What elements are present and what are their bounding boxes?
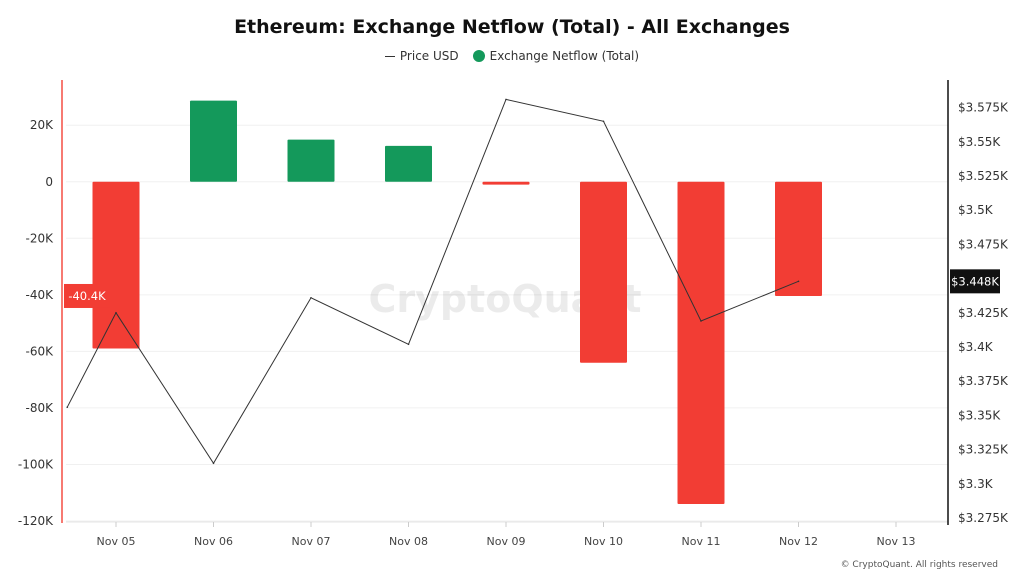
left-axis-tick-label: -40K — [26, 288, 55, 302]
legend-item-netflow[interactable]: Exchange Netflow (Total) — [472, 49, 640, 63]
legend-item-price[interactable]: Price USD — [384, 49, 459, 63]
netflow-bar — [287, 139, 335, 182]
price-point — [505, 98, 507, 101]
left-axis-tick-label: 20K — [30, 118, 54, 132]
left-axis-tick-label: -120K — [18, 514, 54, 528]
x-axis-tick-label: Nov 12 — [779, 535, 818, 548]
right-axis-tick-label: $3.475K — [958, 237, 1009, 251]
netflow-bar — [580, 181, 627, 363]
price-point — [602, 120, 605, 123]
current-netflow-label: -40.4K — [68, 289, 106, 303]
current-price-label: $3.448K — [951, 274, 999, 288]
x-axis-tick-label: Nov 05 — [97, 535, 136, 548]
price-point — [115, 312, 117, 314]
right-axis-tick-label: $3.275K — [958, 511, 1009, 525]
current-price-badge — [950, 269, 1000, 294]
legend: Price USD Exchange Netflow (Total) — [0, 49, 1024, 63]
legend-label-netflow: Exchange Netflow (Total) — [489, 49, 640, 63]
right-axis-tick-label: $3.5K — [958, 203, 994, 217]
right-axis-tick-label: $3.4K — [958, 340, 994, 354]
price-point — [407, 343, 410, 346]
x-axis-tick-label: Nov 11 — [682, 535, 721, 548]
left-axis-tick-label: -60K — [26, 344, 55, 358]
netflow-bar — [775, 181, 822, 296]
x-axis-tick-label: Nov 06 — [194, 535, 233, 548]
price-point — [310, 296, 312, 299]
right-axis-tick-label: $3.525K — [958, 169, 1009, 183]
x-axis-tick-label: Nov 10 — [584, 535, 623, 548]
x-axis-tick-label: Nov 07 — [292, 535, 331, 548]
chart-title: Ethereum: Exchange Netflow (Total) - All… — [234, 16, 790, 38]
netflow-bar — [482, 181, 530, 185]
netflow-bar — [190, 100, 237, 182]
price-point — [66, 406, 69, 408]
right-axis-tick-label: $3.575K — [958, 101, 1009, 115]
right-axis-tick-label: $3.35K — [958, 408, 1001, 422]
netflow-bar — [385, 145, 432, 182]
right-axis-tick-label: $3.425K — [958, 306, 1009, 320]
left-axis-tick-label: -20K — [26, 231, 55, 245]
right-axis-tick-label: $3.375K — [958, 374, 1009, 388]
price-point — [700, 320, 702, 322]
legend-label-price: Price USD — [399, 49, 459, 63]
dot-legend-icon — [472, 50, 485, 62]
left-axis-tick-label: 0 — [45, 175, 53, 189]
x-axis-tick-label: Nov 08 — [389, 535, 428, 548]
price-point — [212, 462, 215, 465]
right-axis-tick-label: $3.325K — [958, 443, 1009, 457]
price-point — [797, 280, 800, 283]
copyright-footer: © CryptoQuant. All rights reserved — [840, 560, 998, 570]
left-axis-tick-label: -100K — [18, 457, 54, 471]
right-axis-tick-label: $3.3K — [958, 477, 994, 491]
line-legend-icon — [384, 55, 395, 57]
right-axis-tick-label: $3.55K — [958, 135, 1001, 149]
x-axis-tick-label: Nov 13 — [877, 535, 916, 548]
netflow-bar — [677, 181, 725, 505]
left-axis-tick-label: -80K — [26, 401, 55, 415]
netflow-bar — [92, 181, 140, 349]
current-netflow-badge — [64, 283, 110, 308]
x-axis-tick-label: Nov 09 — [487, 535, 526, 548]
